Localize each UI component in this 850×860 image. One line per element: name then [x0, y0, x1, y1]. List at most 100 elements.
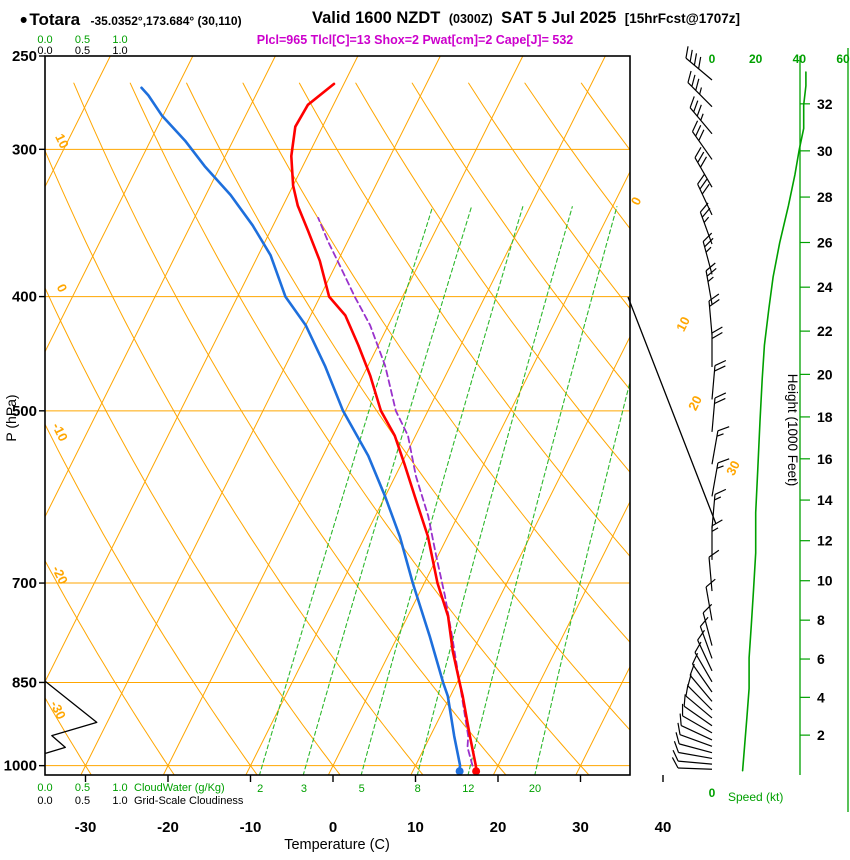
stability-indices: Plcl=965 Tlcl[C]=13 Shox=2 Pwat[cm]=2 Ca… [256, 33, 574, 47]
height-tick-label: 26 [817, 234, 833, 250]
height-tick-label: 22 [817, 323, 833, 339]
temperature-axis-label: Temperature (C) [284, 837, 390, 853]
barb-half-feather [705, 246, 712, 253]
barb-staff [711, 462, 719, 497]
mixing-ratio-line [416, 206, 573, 775]
barb-feather [701, 183, 710, 195]
barb-feather [694, 641, 702, 653]
barb-feather [675, 732, 680, 745]
height-tick-label: 2 [817, 727, 825, 743]
cloudiness-scale-label: 1.0 [112, 795, 127, 807]
barb-feather [699, 178, 708, 190]
isotherm-label: 10 [673, 314, 693, 334]
dry-adiabat-label: -10 [49, 420, 71, 443]
barb-feather [693, 53, 698, 66]
barb-staff [711, 397, 716, 432]
dry-adiabat-line [45, 423, 258, 775]
barb-half-feather [711, 527, 719, 532]
dry-adiabat-line [638, 83, 850, 776]
barb-staff [689, 107, 713, 135]
barb-staff [702, 612, 713, 646]
mixing-ratio-label: 5 [359, 783, 365, 795]
barb-feather [714, 365, 726, 372]
wind-barb [677, 722, 713, 747]
barb-staff [679, 743, 713, 754]
mixing-ratio-label: 3 [301, 783, 307, 795]
wind-barb [702, 603, 713, 646]
barb-feather [714, 488, 727, 495]
wind-barb [672, 750, 713, 765]
wind-barb [711, 488, 727, 529]
temperature-tick-label: -20 [157, 819, 179, 836]
dry-adiabat-line [298, 82, 630, 558]
barb-feather [714, 359, 727, 367]
isotherm-line [45, 56, 276, 518]
dry-adiabat-line [694, 83, 850, 776]
barb-feather [693, 100, 699, 113]
wind-speed-curve [741, 71, 807, 772]
wind-barb [673, 741, 713, 760]
valid-time: Valid 1600 NZDT [312, 9, 441, 27]
barb-feather [714, 397, 726, 405]
barb-feather [702, 232, 713, 242]
barb-feather [698, 56, 702, 69]
wind-barb [699, 616, 713, 659]
barb-staff [685, 695, 713, 719]
station-name: Totara [29, 10, 81, 29]
barb-feather [671, 757, 679, 769]
speed-scale-label: 0 [709, 786, 716, 800]
barb-staff [685, 57, 713, 81]
plot-border [44, 55, 631, 776]
wind-barb [689, 96, 713, 135]
isotherm-line [410, 335, 630, 775]
barb-feather [708, 293, 720, 302]
isotherm-label: 20 [685, 393, 705, 413]
isotherm-line [45, 56, 194, 353]
dry-adiabat-line [807, 83, 850, 776]
wind-barb [702, 232, 714, 275]
dewpoint-curve [140, 86, 462, 770]
wind-barb [691, 120, 713, 160]
barb-feather [699, 156, 708, 168]
barb-half-feather [700, 113, 704, 121]
temperature-curve [289, 82, 478, 770]
dry-adiabat-label: 10 [52, 131, 72, 151]
barb-staff [694, 157, 713, 188]
barb-staff [687, 685, 713, 711]
cloudiness-outline [45, 681, 98, 754]
barb-feather [691, 120, 699, 132]
wind-barb [697, 173, 713, 216]
pressure-tick-label: 400 [12, 289, 37, 306]
cloudwater-scale-label: 0.5 [75, 34, 90, 46]
barb-staff [692, 663, 713, 693]
height-tick-label: 10 [817, 573, 833, 589]
barb-staff [683, 705, 713, 727]
wind-barb [687, 70, 713, 108]
parcel-curve [317, 216, 474, 767]
height-tick-label: 4 [817, 689, 825, 705]
station-coords: -35.0352°,173.684° (30,110) [90, 14, 242, 28]
height-tick-label: 8 [817, 612, 825, 628]
barb-staff [711, 494, 716, 529]
isotherm-line [80, 56, 441, 775]
isotherm-line [327, 170, 630, 775]
mixing-ratio-label: 8 [415, 783, 421, 795]
speed-scale-label: 40 [793, 52, 807, 66]
barb-feather [697, 151, 705, 163]
speed-scale-label: 20 [749, 52, 763, 66]
station-bullet-icon: • [20, 9, 28, 32]
barb-staff [705, 586, 713, 621]
barb-half-feather [699, 87, 703, 95]
isotherm-line [492, 500, 630, 775]
pressure-tick-label: 700 [12, 575, 37, 592]
barb-feather [685, 46, 689, 59]
mixing-ratio-line [467, 206, 618, 775]
height-tick-label: 28 [817, 189, 833, 205]
cloudiness-scale-label: 1.0 [112, 45, 127, 57]
height-tick-label: 6 [817, 651, 825, 667]
dry-adiabat-label: -30 [47, 698, 69, 721]
wind-barb [694, 147, 713, 188]
barb-staff [711, 430, 719, 465]
